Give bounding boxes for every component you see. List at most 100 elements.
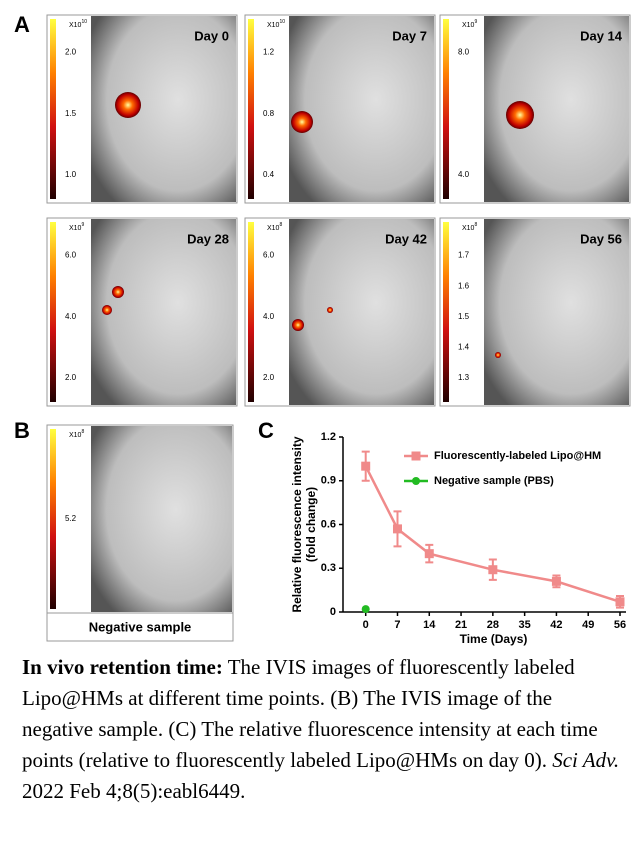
x-tick-label: 56 (614, 619, 626, 631)
mouse-image (91, 219, 236, 405)
y-axis-label: Relative fluorescence intensity (290, 436, 304, 612)
colorbar-tick-label: 2.0 (65, 48, 77, 57)
colorbar-tick-label: 8.0 (458, 48, 470, 57)
unit-prefix: X10 (462, 225, 475, 232)
caption-bold: In vivo retention time: (22, 655, 223, 679)
colorbar (50, 429, 56, 609)
label-box (46, 612, 234, 642)
unit-prefix: X10 (69, 432, 82, 439)
colorbar-tick-label: 1.3 (458, 373, 470, 382)
colorbar (248, 19, 254, 199)
y-tick-label: 0.6 (321, 518, 336, 530)
colorbar-tick-label: 2.0 (65, 373, 77, 382)
y-tick-label: 0.3 (321, 562, 336, 574)
panel-label: C (258, 418, 274, 443)
colorbar-tick-label: 4.0 (263, 312, 275, 321)
colorbar-tick-label: 0.8 (263, 109, 275, 118)
signal-spot (495, 352, 501, 358)
unit-exponent: 8 (474, 222, 477, 228)
signal-spot (112, 286, 124, 298)
signal-spot (506, 101, 534, 129)
colorbar-unit: X1010 (267, 19, 285, 29)
x-tick-label: 0 (363, 619, 369, 631)
signal-spot (327, 307, 333, 313)
legend-marker (411, 451, 421, 461)
colorbar (443, 222, 449, 402)
caption-citation: 2022 Feb 4;8(5):eabl6449. (22, 779, 246, 803)
x-tick-label: 35 (519, 619, 531, 631)
x-tick-label: 49 (582, 619, 594, 631)
unit-prefix: X10 (267, 225, 280, 232)
colorbar-tick-label: 1.5 (65, 109, 77, 118)
data-point (424, 549, 434, 559)
colorbar (50, 222, 56, 402)
colorbar-tick-label: 1.7 (458, 251, 470, 260)
mouse-image (91, 16, 236, 202)
day-label: Day 28 (187, 231, 229, 246)
colorbar-unit: X1010 (69, 19, 87, 29)
panel-label: A (14, 12, 30, 37)
legend-label: Fluorescently-labeled Lipo@HM (434, 450, 601, 462)
colorbar (248, 222, 254, 402)
data-point (615, 597, 625, 607)
day-label: Day 56 (580, 231, 622, 246)
y-tick-label: 0 (330, 606, 336, 618)
day-label: Day 7 (392, 28, 427, 43)
colorbar (50, 19, 56, 199)
colorbar-tick-label: 1.5 (458, 312, 470, 321)
day-label: Day 42 (385, 231, 427, 246)
unit-exponent: 8 (81, 429, 84, 435)
day-label: Day 14 (580, 28, 623, 43)
mouse-image (484, 16, 629, 202)
x-tick-label: 42 (550, 619, 562, 631)
colorbar-unit: X108 (69, 429, 84, 439)
unit-exponent: 9 (81, 222, 84, 228)
caption-text: The IVIS images of fluorescently labeled… (22, 655, 598, 772)
colorbar-tick-label: 1.6 (458, 281, 470, 290)
series-line (364, 465, 621, 603)
unit-prefix: X10 (69, 225, 82, 232)
mouse-image (289, 16, 434, 202)
colorbar-tick-label: 4.0 (458, 170, 470, 179)
colorbar-tick-label: 5.2 (65, 514, 77, 523)
x-tick-label: 7 (394, 619, 400, 631)
colorbar-unit: X108 (462, 222, 477, 232)
colorbar-tick-label: 1.2 (263, 48, 275, 57)
y-tick-label: 1.2 (321, 431, 336, 443)
day-label: Day 0 (194, 28, 229, 43)
negative-label: Negative sample (89, 619, 192, 634)
x-axis-label: Time (Days) (460, 632, 528, 646)
data-point (361, 605, 370, 614)
x-tick-label: 14 (423, 619, 436, 631)
unit-prefix: X10 (462, 22, 475, 29)
data-point (551, 576, 561, 586)
colorbar-tick-label: 2.0 (263, 373, 275, 382)
x-tick-label: 21 (455, 619, 467, 631)
unit-exponent: 9 (474, 19, 477, 25)
colorbar-unit: X109 (69, 222, 84, 232)
y-tick-label: 0.9 (321, 475, 336, 487)
data-point (392, 524, 402, 534)
signal-spot (291, 111, 313, 133)
colorbar-tick-label: 6.0 (65, 251, 77, 260)
signal-spot (102, 305, 112, 315)
mouse-image (289, 219, 434, 405)
colorbar-unit: X109 (462, 19, 477, 29)
legend-label: Negative sample (PBS) (434, 475, 554, 487)
mouse-image (91, 426, 232, 612)
data-point (361, 461, 371, 471)
caption: In vivo retention time: The IVIS images … (22, 652, 622, 807)
x-tick-label: 28 (487, 619, 499, 631)
colorbar-tick-label: 4.0 (65, 312, 77, 321)
unit-exponent: 8 (279, 222, 282, 228)
colorbar-tick-label: 1.4 (458, 342, 470, 351)
colorbar-tick-label: 0.4 (263, 170, 275, 179)
data-point (488, 565, 498, 575)
unit-prefix: X10 (69, 22, 82, 29)
unit-prefix: X10 (267, 22, 280, 29)
mouse-image (484, 219, 629, 405)
signal-spot (292, 319, 304, 331)
y-axis-label: (fold change) (304, 487, 318, 562)
